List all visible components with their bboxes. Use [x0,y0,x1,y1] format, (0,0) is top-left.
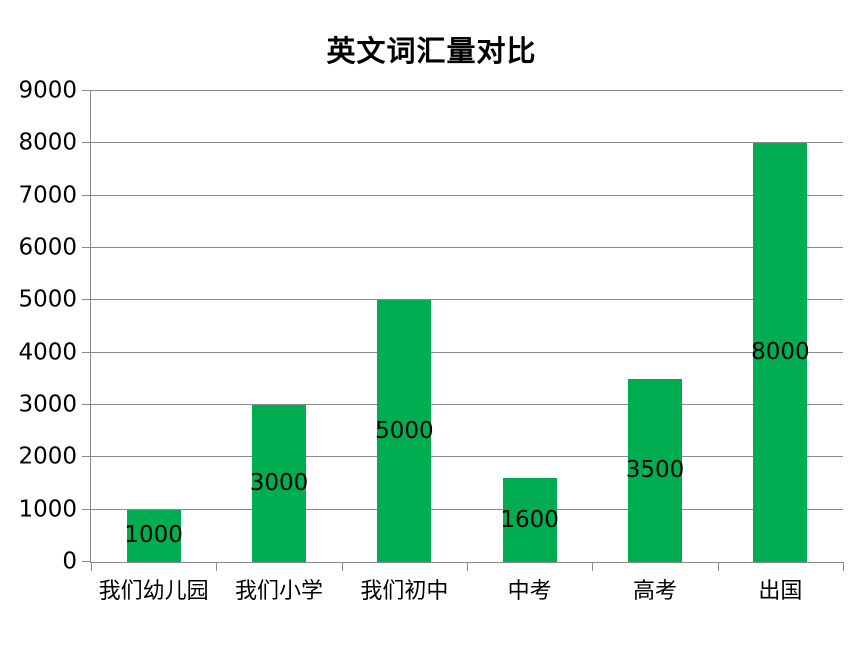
y-axis-tick [82,561,91,562]
x-axis-tick [592,562,594,571]
plot-area: 0 1000 2000 3000 4000 5000 6000 7000 8000 9000 100… [18,79,844,603]
gridline [91,90,843,91]
x-axis-category-label: 我们初中 [360,579,449,604]
gridline [91,194,843,196]
x-axis-tick [341,562,343,571]
gridline [91,456,843,458]
gridline [91,351,843,353]
y-axis-tick [82,142,91,144]
x-axis-category-label: 中考 [507,579,552,604]
bar: 1600 [500,478,559,562]
y-axis-tick [82,299,91,301]
y-axis-tick-label: 0 [62,548,77,575]
x-axis-tick [216,562,218,571]
x-axis-category-label: 高考 [632,579,678,604]
bar-value-label: 1000 [124,522,183,549]
bar-value-label: 5000 [375,417,434,444]
bar-value-label: 3000 [249,470,309,496]
y-axis-tick-label: 5000 [18,286,77,313]
bar: 5000 [375,300,434,562]
y-axis-tick-label: 7000 [18,182,77,209]
gridline [91,247,843,249]
bar-value-label: 3500 [625,456,685,483]
x-axis-tick [91,562,92,571]
bar: 8000 [751,143,810,562]
y-axis-tick-label: 6000 [18,234,77,261]
y-axis-tick-label: 1000 [18,496,77,523]
bar: 1000 [124,509,183,562]
y-axis-tick [82,508,91,510]
y-axis-tick [82,194,91,196]
y-axis-tick-label: 4000 [18,339,77,366]
y-axis-tick-label: 8000 [18,129,77,156]
gridline [91,404,843,406]
y-axis-tick [82,456,91,458]
y-axis-tick-label: 9000 [18,77,77,104]
x-axis-tick [717,562,719,571]
y-axis-tick [82,90,91,91]
gridline [91,142,843,144]
bar: 3000 [249,405,309,562]
y-axis-tick [82,247,91,249]
bar: 3500 [625,378,685,562]
gridline [91,299,843,301]
y-axis-tick [82,404,91,406]
x-axis-category-label: 出国 [758,579,803,604]
y-axis-tick-label: 2000 [18,443,77,470]
bar-value-label: 1600 [500,506,559,533]
y-axis-tick [82,351,91,353]
bar-value-label: 8000 [751,339,810,366]
y-axis-tick-label: 3000 [18,391,77,418]
gridline [91,508,843,510]
x-axis-category-label: 我们幼儿园 [98,579,209,604]
x-axis-tick [467,562,468,571]
x-axis-category-label: 我们小学 [234,579,324,604]
chart-title: 英文词汇量对比 [326,34,537,68]
x-axis-tick [843,562,844,571]
